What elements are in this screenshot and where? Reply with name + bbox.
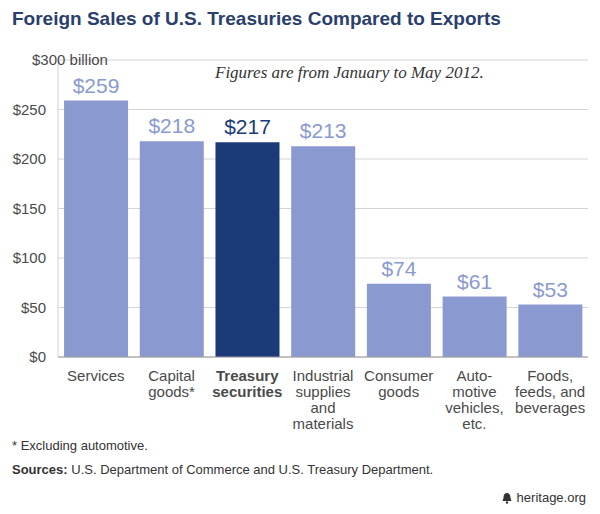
svg-text:Services: Services — [67, 367, 125, 384]
svg-text:Foods,feeds, andbeverages: Foods,feeds, andbeverages — [515, 367, 585, 416]
svg-text:Capitalgoods*: Capitalgoods* — [148, 367, 195, 400]
svg-text:$74: $74 — [381, 257, 416, 280]
svg-text:$250: $250 — [13, 101, 46, 118]
svg-text:$213: $213 — [300, 119, 347, 142]
svg-text:$53: $53 — [533, 278, 568, 301]
svg-text:$200: $200 — [13, 150, 46, 167]
html-text:* Excluding automotive.: * Excluding automotive. — [12, 438, 148, 453]
svg-text:$50: $50 — [21, 299, 46, 316]
svg-text:Treasurysecurities: Treasurysecurities — [212, 367, 282, 400]
svg-text:$0: $0 — [29, 348, 46, 365]
svg-text:$150: $150 — [13, 200, 46, 217]
html-text:Figures are from January to Ma: Figures are from January to May 2012. — [215, 63, 484, 82]
svg-text:$61: $61 — [457, 270, 492, 293]
svg-text:$259: $259 — [73, 74, 120, 97]
svg-text:Consumergoods: Consumergoods — [364, 367, 433, 400]
html-text:Sources: U.S. Department of Co: Sources: U.S. Department of Commerce and… — [12, 462, 434, 477]
svg-text:$218: $218 — [148, 114, 195, 137]
html-text:Foreign Sales of U.S. Treasuri: Foreign Sales of U.S. Treasuries Compare… — [12, 8, 501, 29]
svg-text:$300 billion: $300 billion — [32, 51, 108, 68]
svg-text:Industrialsuppliesandmaterials: Industrialsuppliesandmaterials — [293, 367, 354, 432]
svg-text:$217: $217 — [224, 115, 271, 138]
svg-text:$100: $100 — [13, 249, 46, 266]
html-text:heritage.org: heritage.org — [516, 490, 586, 505]
svg-text:Auto-motivevehicles,etc.: Auto-motivevehicles,etc. — [445, 367, 503, 432]
